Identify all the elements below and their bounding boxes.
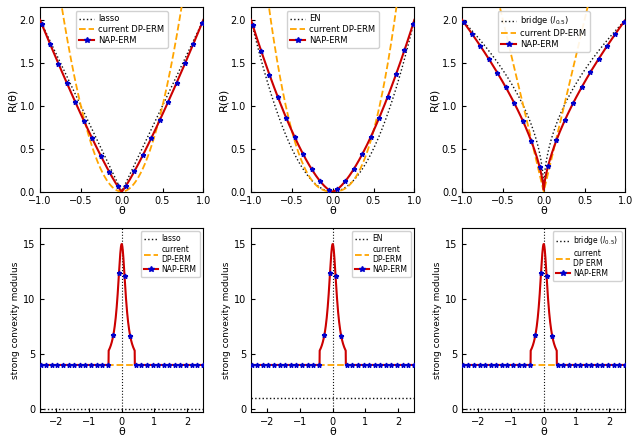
Legend: lasso, current
DP-ERM, NAP-ERM: lasso, current DP-ERM, NAP-ERM: [141, 231, 200, 277]
X-axis label: θ: θ: [118, 427, 125, 437]
X-axis label: θ: θ: [540, 206, 547, 216]
X-axis label: θ: θ: [540, 427, 547, 437]
X-axis label: θ: θ: [330, 427, 336, 437]
Legend: bridge ($l_{0.5}$), current
DP ERM, NAP-ERM: bridge ($l_{0.5}$), current DP ERM, NAP-…: [553, 231, 621, 281]
X-axis label: θ: θ: [330, 206, 336, 216]
Legend: bridge ($l_{0.5}$), current DP-ERM, NAP-ERM: bridge ($l_{0.5}$), current DP-ERM, NAP-…: [498, 11, 589, 52]
Y-axis label: R(θ): R(θ): [429, 87, 439, 111]
Y-axis label: R(θ): R(θ): [218, 87, 228, 111]
Y-axis label: strong convexity modulus: strong convexity modulus: [222, 261, 231, 379]
Legend: EN, current
DP-ERM, NAP-ERM: EN, current DP-ERM, NAP-ERM: [352, 231, 411, 277]
Y-axis label: strong convexity modulus: strong convexity modulus: [11, 261, 20, 379]
Legend: lasso, current DP-ERM, NAP-ERM: lasso, current DP-ERM, NAP-ERM: [76, 11, 168, 48]
Y-axis label: strong convexity modulus: strong convexity modulus: [433, 261, 442, 379]
X-axis label: θ: θ: [118, 206, 125, 216]
Y-axis label: R(θ): R(θ): [7, 87, 17, 111]
Legend: EN, current DP-ERM, NAP-ERM: EN, current DP-ERM, NAP-ERM: [287, 11, 379, 48]
